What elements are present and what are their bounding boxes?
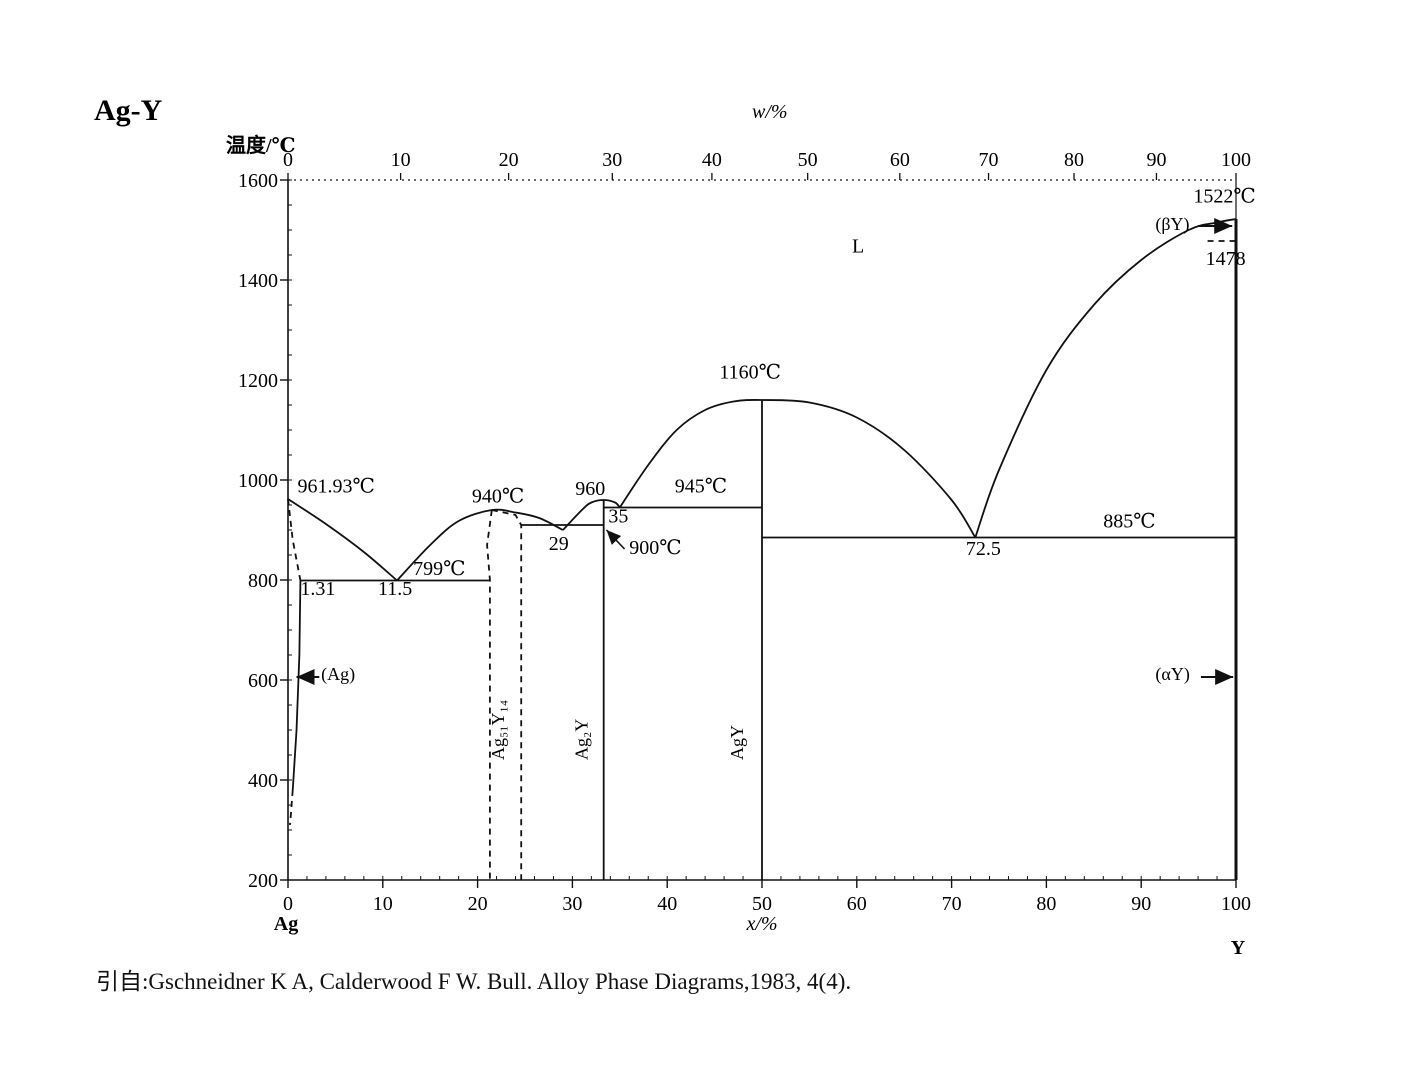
y-tick-label: 400 [248,770,278,792]
axes-layer [280,173,1237,888]
x-tick-label: 60 [847,893,867,915]
solvus-curve [291,580,302,791]
top-x-tick-label: 30 [602,149,622,171]
x-tick-label: 100 [1221,893,1251,915]
annotation-label: 960 [575,478,605,500]
x-tick-label: 80 [1036,893,1056,915]
liquidus-curve [619,399,977,538]
x-tick-label: 20 [468,893,488,915]
top-x-tick-label: 40 [702,149,722,171]
y-tick-label: 1400 [238,270,278,292]
phase-label: AgY [727,725,747,760]
top-x-tick-label: 70 [979,149,999,171]
source-caption: 引自:Gschneidner K A, Calderwood F W. Bull… [96,969,852,994]
x-tick-label: 90 [1131,893,1151,915]
y-tick-label: 1200 [238,370,278,392]
annotation-label: 900℃ [629,537,681,559]
annotation-label: 945℃ [675,476,727,498]
top-x-tick-label: 20 [499,149,519,171]
chart-title: Ag-Y [94,94,163,127]
annotation-label: 11.5 [378,578,412,600]
x-tick-label: 0 [283,893,293,915]
x-tick-label: 30 [562,893,582,915]
top-x-tick-label: 50 [798,149,818,171]
top-x-tick-label: 60 [890,149,910,171]
y-tick-label: 800 [248,570,278,592]
top-x-tick-label: 90 [1146,149,1166,171]
phase-label: (Ag) [321,664,355,685]
annotation-label: 1478 [1206,248,1246,270]
annotation-label: L [852,236,864,258]
liquidus-curve [974,218,1237,538]
left-element-label: Ag [274,913,298,935]
compound-curve [486,509,493,880]
annotation-label: 29 [549,533,569,555]
annotation-label: 72.5 [966,538,1001,560]
annotation-label: 885℃ [1103,511,1155,533]
isotherm-900-arrow [605,529,626,550]
liquidus-curve [562,499,621,531]
liquidus-curve [287,498,398,582]
right-element-label: Y [1231,937,1246,959]
top-x-tick-label: 100 [1221,149,1251,171]
x-tick-label: 10 [373,893,393,915]
y-axis-label: 温度/℃ [226,133,296,157]
annotation-label: 35 [608,506,628,528]
annotation-label: 1.31 [300,578,335,600]
annotation-label: 961.93℃ [297,476,374,498]
y-tick-label: 600 [248,670,278,692]
y-tick-label: 200 [248,870,278,892]
top-x-tick-label: 0 [283,149,293,171]
x-axis-label-bottom: x/% [745,913,777,935]
x-tick-label: 40 [657,893,677,915]
top-x-tick-label: 10 [391,149,411,171]
compound-curve [491,509,523,880]
phase-label: Ag₅₁Y₁₄ [488,700,508,760]
solvus-curve [289,789,294,826]
annotation-label: 1522℃ [1193,186,1255,208]
annotation-label: 940℃ [472,486,524,508]
annotation-label: 1160℃ [719,362,781,384]
top-x-tick-label: 80 [1064,149,1084,171]
x-tick-label: 50 [752,893,772,915]
phase-label: Ag₂Y [572,719,592,760]
y-tick-label: 1600 [238,170,278,192]
phase-label: (βY) [1155,214,1189,235]
annotation-label: 799℃ [413,558,465,580]
phase-label: (αY) [1155,664,1189,685]
x-tick-label: 70 [942,893,962,915]
y-tick-label: 1000 [238,470,278,492]
x-axis-label-top: w/% [752,101,788,123]
solvus-curve [287,498,302,581]
curves-layer [287,218,1238,880]
